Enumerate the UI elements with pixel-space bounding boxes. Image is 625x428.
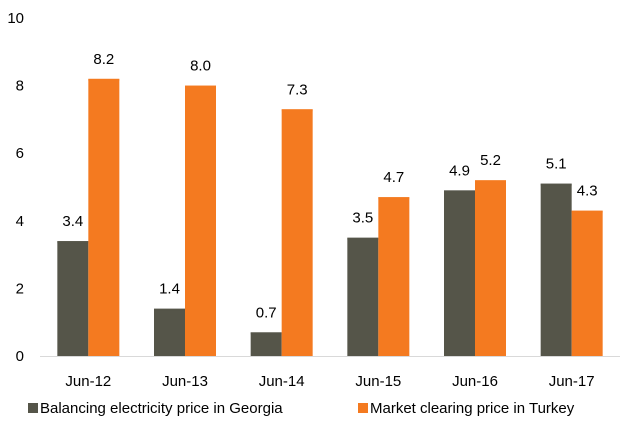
- y-tick-label: 6: [16, 145, 24, 162]
- bar-turkey: [88, 78, 120, 356]
- bar-top-edge: [475, 180, 506, 183]
- data-labels: 3.4 1.4 0.7 3.5 4.9 5.1 8.2 8.0 7.3 4.7 5.2 4.3: [62, 51, 598, 321]
- data-label: 8.0: [190, 58, 211, 75]
- y-tick-label: 0: [16, 348, 24, 365]
- bar-georgia: [444, 190, 475, 356]
- bar-turkey: [185, 85, 216, 356]
- legend-label: Balancing electricity price in Georgia: [40, 400, 283, 417]
- bar-top-edge: [88, 78, 120, 81]
- bar-turkey: [475, 180, 506, 356]
- data-label: 7.3: [287, 81, 308, 98]
- data-label: 0.7: [256, 304, 277, 321]
- bar-georgia: [540, 183, 572, 356]
- bar-top-edge: [185, 85, 216, 88]
- data-label: 4.7: [383, 169, 404, 186]
- bar-top-edge: [378, 197, 410, 200]
- bar-turkey: [378, 197, 410, 356]
- bar-top-edge: [347, 237, 379, 240]
- x-tick-label: Jun-13: [162, 373, 208, 390]
- data-label: 8.2: [93, 51, 114, 68]
- legend-label: Market clearing price in Turkey: [370, 400, 575, 417]
- bar-top-edge: [444, 190, 475, 193]
- legend: Balancing electricity price in Georgia Ma…: [28, 400, 575, 417]
- bar-turkey: [281, 109, 313, 356]
- data-label: 4.9: [449, 162, 470, 179]
- data-label: 5.1: [546, 156, 567, 173]
- x-tick-label: Jun-12: [65, 373, 111, 390]
- data-label: 3.4: [62, 213, 83, 230]
- bar-turkey: [571, 210, 603, 356]
- bars: [57, 78, 603, 356]
- y-axis: 0 2 4 6 8 10: [7, 10, 24, 365]
- data-label: 5.2: [480, 152, 501, 169]
- bar-georgia: [57, 241, 89, 356]
- bar-georgia: [154, 308, 185, 356]
- y-tick-label: 10: [7, 10, 24, 27]
- y-tick-label: 2: [16, 280, 24, 297]
- data-label: 4.3: [577, 183, 598, 200]
- x-tick-label: Jun-17: [549, 373, 595, 390]
- legend-swatch: [28, 403, 38, 413]
- bar-georgia: [250, 332, 282, 356]
- bar-top-edge: [571, 210, 603, 213]
- x-tick-label: Jun-16: [452, 373, 498, 390]
- y-tick-label: 8: [16, 78, 24, 95]
- y-tick-label: 4: [16, 213, 24, 230]
- data-label: 1.4: [159, 281, 180, 298]
- bar-top-edge: [250, 332, 282, 335]
- bar-top-edge: [154, 308, 185, 311]
- bar-georgia: [347, 237, 379, 356]
- x-axis: Jun-12 Jun-13 Jun-14 Jun-15 Jun-16 Jun-17: [40, 356, 620, 390]
- bar-top-edge: [540, 183, 572, 186]
- bar-top-edge: [281, 109, 313, 112]
- legend-swatch: [358, 403, 368, 413]
- bar-top-edge: [57, 241, 89, 244]
- x-tick-label: Jun-15: [355, 373, 401, 390]
- data-label: 3.5: [352, 210, 373, 227]
- x-tick-label: Jun-14: [259, 373, 305, 390]
